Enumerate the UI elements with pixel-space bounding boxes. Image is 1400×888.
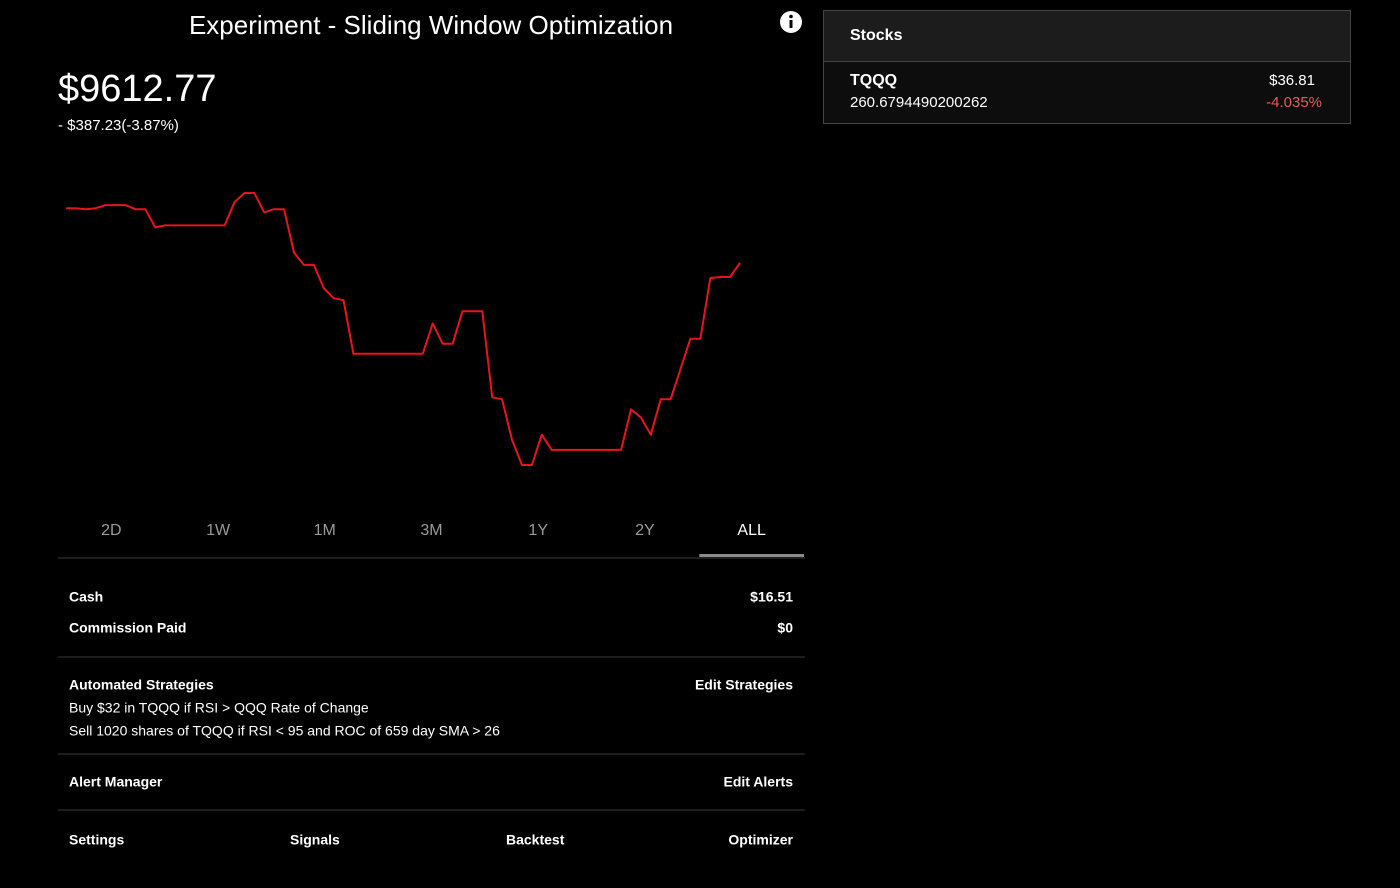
- stocks-panel: Stocks TQQQ 260.6794490200262 $36.81 -4.…: [823, 10, 1351, 124]
- panel-title: Stocks: [850, 27, 903, 44]
- row-label: Commission Paid: [69, 620, 186, 636]
- nav-link[interactable]: Settings: [69, 832, 124, 848]
- title: Experiment - Sliding Window Optimization: [189, 10, 673, 40]
- row-value: $16.51: [750, 589, 793, 605]
- range-tabs: 2D 1W 1M 3M 1Y 2Y ALL: [101, 522, 804, 557]
- tab-indicator: [699, 554, 804, 557]
- section-title: Automated Strategies: [69, 677, 214, 693]
- stock-change: -4.035%: [1266, 94, 1322, 111]
- portfolio-value: $9612.77: [58, 68, 217, 110]
- range-tab[interactable]: 2Y: [635, 522, 655, 539]
- info-icon[interactable]: [780, 11, 802, 33]
- range-tab[interactable]: 1M: [314, 522, 336, 539]
- range-tab[interactable]: 2D: [101, 522, 121, 539]
- row-label: Cash: [69, 589, 103, 605]
- nav-link[interactable]: Optimizer: [728, 832, 793, 848]
- range-tab[interactable]: 1W: [206, 522, 231, 539]
- range-tab[interactable]: 3M: [420, 522, 442, 539]
- nav-link[interactable]: Signals: [290, 832, 340, 848]
- edit-alerts[interactable]: Edit Alerts: [724, 774, 794, 790]
- portfolio-change: - $387.23(-3.87%): [58, 117, 179, 134]
- edit-strategies[interactable]: Edit Strategies: [695, 677, 793, 693]
- range-tab[interactable]: 1Y: [528, 522, 548, 539]
- stock-symbol[interactable]: TQQQ: [850, 72, 897, 89]
- nav-link[interactable]: Backtest: [506, 832, 565, 848]
- value-line: [66, 192, 741, 466]
- chart: [66, 192, 741, 466]
- strategy: Buy $32 in TQQQ if RSI > QQQ Rate of Cha…: [69, 700, 369, 716]
- stock-price: $36.81: [1269, 72, 1315, 89]
- row-value: $0: [777, 620, 793, 636]
- range-tab[interactable]: ALL: [737, 522, 766, 539]
- strategy: Sell 1020 shares of TQQQ if RSI < 95 and…: [69, 723, 500, 739]
- section-title: Alert Manager: [69, 774, 163, 790]
- stock-shares: 260.6794490200262: [850, 94, 988, 111]
